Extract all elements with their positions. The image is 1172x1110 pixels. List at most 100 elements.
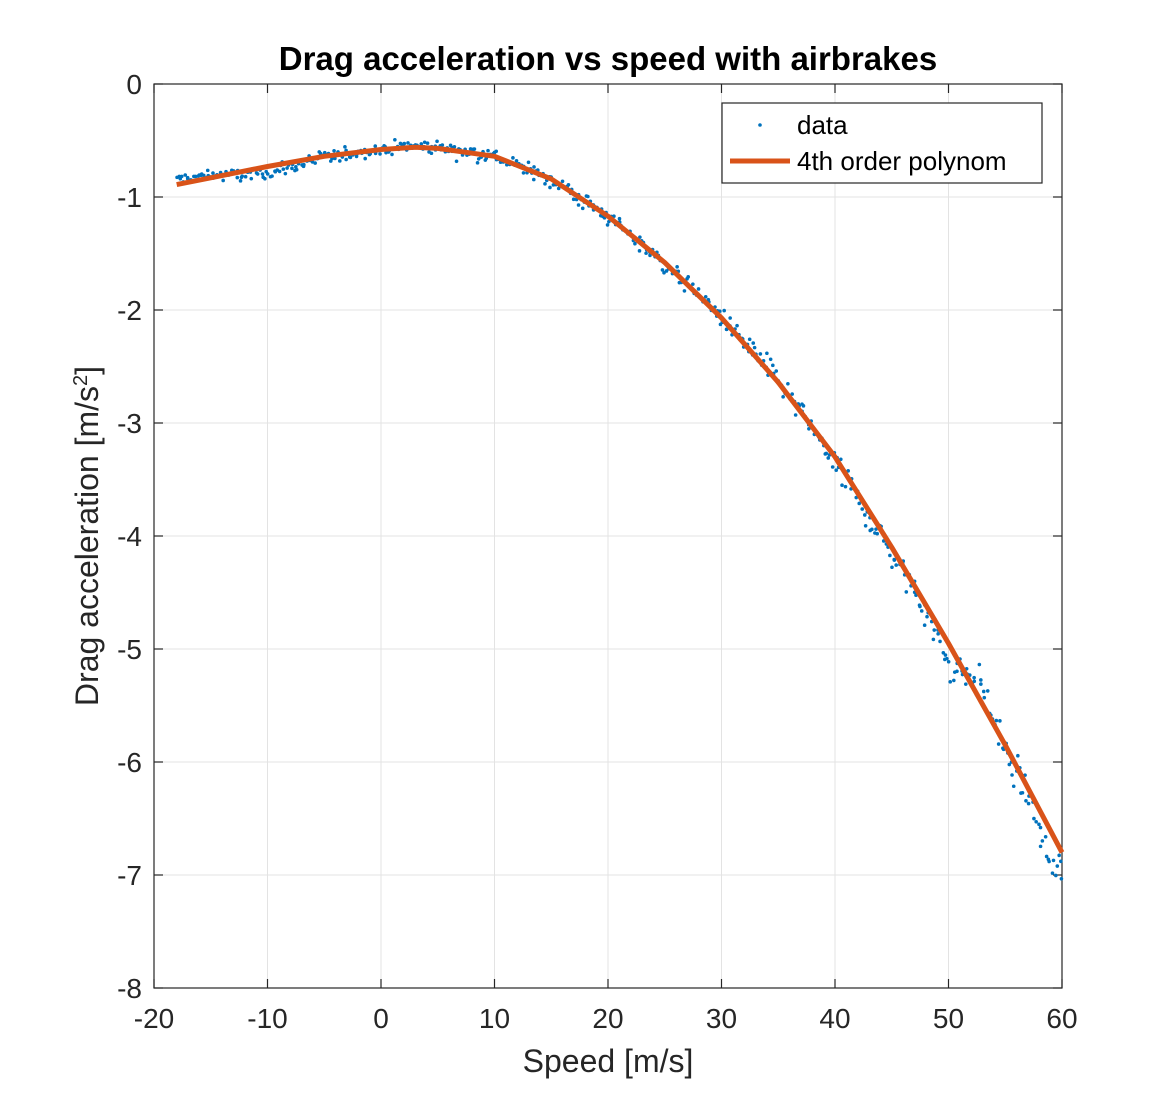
data-series: [175, 137, 1065, 881]
y-tick-label: -5: [117, 634, 142, 665]
data-point: [486, 148, 490, 153]
data-point: [1043, 834, 1048, 839]
data-point: [919, 609, 924, 613]
data-point: [201, 173, 206, 178]
data-point: [807, 426, 811, 431]
data-point: [393, 137, 397, 142]
y-tick-label: 0: [126, 69, 142, 100]
data-point: [904, 590, 909, 594]
data-point: [476, 157, 481, 161]
data-point: [955, 669, 959, 674]
data-point: [1044, 854, 1049, 859]
data-point: [998, 719, 1002, 723]
data-point: [1010, 773, 1014, 777]
x-tick-label: 30: [706, 1003, 737, 1034]
data-point: [846, 469, 850, 473]
data-point: [354, 154, 359, 159]
data-point: [290, 166, 294, 171]
data-point: [834, 468, 839, 473]
data-point: [747, 337, 752, 342]
data-point: [675, 265, 679, 269]
data-point: [1026, 801, 1031, 806]
data-point: [946, 659, 951, 664]
data-point: [801, 404, 806, 408]
legend-marker-data: [758, 123, 762, 127]
data-point: [243, 174, 248, 179]
data-point: [605, 223, 610, 227]
data-point: [941, 650, 946, 655]
x-tick-label: 50: [933, 1003, 964, 1034]
data-point: [263, 176, 267, 181]
data-point: [768, 357, 773, 362]
data-point: [660, 268, 665, 272]
data-point: [644, 251, 648, 256]
data-point: [494, 149, 499, 154]
data-point: [888, 553, 892, 558]
data-point: [1050, 871, 1055, 875]
data-point: [682, 289, 687, 293]
data-point: [586, 194, 590, 199]
data-point: [580, 206, 585, 211]
data-point: [979, 682, 983, 686]
data-point: [936, 632, 940, 636]
data-point: [429, 151, 434, 156]
data-point: [638, 235, 642, 239]
data-point: [790, 392, 794, 396]
data-point: [313, 161, 317, 165]
data-point: [637, 249, 642, 253]
data-point: [979, 678, 983, 682]
axis-ticks: -20 -10 0 10 20 30 40 50 60 0 -1 -2 -3 -4 -5 -6 -7 -8: [117, 69, 1077, 1034]
data-point: [633, 241, 637, 246]
data-point: [1032, 816, 1036, 821]
legend: data 4th order polynom: [721, 102, 1043, 184]
data-point: [390, 152, 394, 157]
data-point: [774, 369, 779, 373]
data-point: [938, 639, 942, 644]
data-point: [1020, 790, 1025, 795]
data-point: [285, 166, 289, 170]
data-point: [843, 484, 848, 489]
data-point: [526, 160, 531, 165]
data-point: [735, 323, 739, 328]
data-point: [996, 742, 1001, 746]
data-point: [532, 165, 536, 169]
data-point: [566, 182, 571, 187]
data-point: [183, 173, 188, 177]
data-point: [576, 203, 581, 207]
data-point: [1038, 825, 1043, 830]
data-point: [722, 308, 726, 313]
legend-label-data: data: [797, 110, 848, 140]
data-point: [943, 653, 948, 657]
data-point: [1016, 753, 1020, 758]
data-point: [211, 171, 215, 175]
y-axis-label-superscript: 2: [70, 375, 92, 386]
y-tick-label: -6: [117, 747, 142, 778]
x-tick-label: 0: [373, 1003, 389, 1034]
data-point: [925, 614, 929, 619]
y-tick-label: -2: [117, 295, 142, 326]
data-point: [452, 144, 457, 149]
legend-label-polynomial: 4th order polynom: [797, 146, 1007, 176]
data-point: [363, 156, 367, 161]
data-point: [514, 159, 519, 163]
chart-title: Drag acceleration vs speed with airbrake…: [279, 40, 937, 77]
x-tick-label: 20: [592, 1003, 623, 1034]
data-point: [1034, 820, 1038, 824]
data-point: [751, 341, 756, 345]
data-point: [945, 656, 949, 661]
data-point: [977, 662, 982, 667]
data-point: [531, 177, 536, 182]
data-point: [691, 282, 695, 286]
data-point: [560, 179, 565, 184]
data-point: [963, 682, 968, 686]
data-point: [662, 270, 666, 275]
data-point: [1051, 858, 1056, 863]
data-point: [824, 451, 829, 456]
y-tick-label: -4: [117, 521, 142, 552]
data-point: [373, 144, 378, 148]
data-point: [786, 381, 790, 386]
y-axis-label-close: ]: [69, 366, 105, 375]
